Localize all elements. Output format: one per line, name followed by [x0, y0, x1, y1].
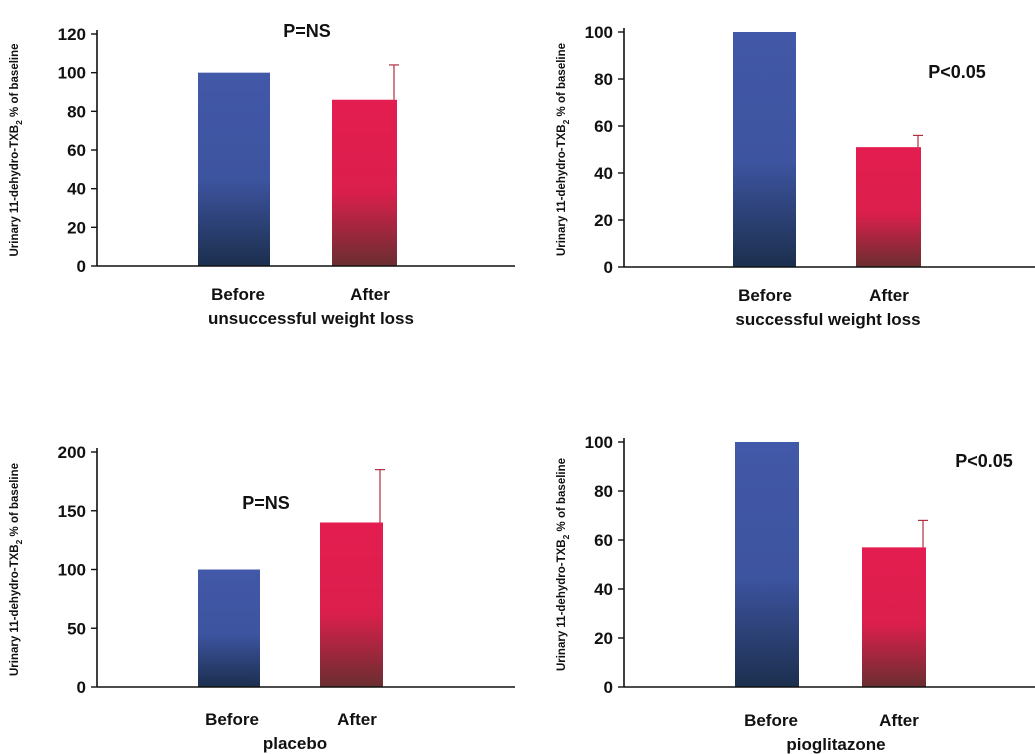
y-tick-label: 0: [77, 257, 86, 276]
y-tick-label: 150: [58, 502, 86, 521]
y-axis-label: Urinary 11-dehydro-TXB2 % of baseline: [556, 43, 571, 256]
group-label: placebo: [263, 734, 327, 753]
p-value-annotation: P=NS: [283, 21, 331, 41]
y-tick-label: 60: [594, 531, 613, 550]
y-tick-label: 60: [594, 117, 613, 136]
group-label: pioglitazone: [786, 735, 885, 754]
y-tick-label: 40: [67, 180, 86, 199]
category-label-before: Before: [211, 285, 265, 304]
category-label-after: After: [337, 710, 377, 729]
p-value-annotation: P=NS: [242, 493, 290, 513]
y-tick-label: 0: [77, 678, 86, 697]
y-tick-label: 60: [67, 141, 86, 160]
y-tick-label: 80: [594, 70, 613, 89]
bar-before: [198, 569, 260, 687]
category-label-after: After: [869, 286, 909, 305]
y-axis-label: Urinary 11-dehydro-TXB2 % of baseline: [9, 43, 24, 256]
y-tick-label: 20: [594, 211, 613, 230]
category-label-after: After: [350, 285, 390, 304]
chart-panel-2: 0 20 40 60 80 100 Urinary 11-dehydro-TXB2 % of…: [556, 23, 1035, 329]
bar-before: [198, 72, 270, 267]
y-tick-label: 100: [585, 433, 613, 452]
y-tick-label: 0: [604, 258, 613, 277]
p-value-annotation: P<0.05: [955, 451, 1013, 471]
y-axis-label: Urinary 11-dehydro-TXB2 % of baseline: [9, 463, 24, 676]
chart-panel-1: 0 20 40 60 80 100 120 Urinary 11-dehydro-TXB2 %…: [9, 21, 515, 328]
y-tick-label: 40: [594, 580, 613, 599]
y-tick-label: 40: [594, 164, 613, 183]
y-tick-label: 20: [594, 629, 613, 648]
p-value-annotation: P<0.05: [928, 62, 986, 82]
y-tick-label: 120: [58, 25, 86, 44]
bar-before: [733, 32, 796, 267]
y-tick-label: 20: [67, 218, 86, 237]
y-tick-label: 100: [58, 64, 86, 83]
y-tick-label: 100: [585, 23, 613, 42]
y-axis-label: Urinary 11-dehydro-TXB2 % of baseline: [556, 458, 571, 671]
bar-before: [735, 442, 799, 687]
category-label-after: After: [879, 711, 919, 730]
y-tick-label: 80: [594, 482, 613, 501]
chart-panel-4: 0 20 40 60 80 100 Urinary 11-dehydro-TXB2 % of…: [556, 433, 1035, 754]
bar-after: [320, 522, 383, 687]
y-tick-label: 0: [604, 678, 613, 697]
category-label-before: Before: [744, 711, 798, 730]
y-tick-label: 200: [58, 443, 86, 462]
y-tick-label: 80: [67, 102, 86, 121]
bar-after: [862, 547, 926, 687]
category-label-before: Before: [205, 710, 259, 729]
group-label: unsuccessful weight loss: [208, 309, 414, 328]
group-label: successful weight loss: [735, 310, 920, 329]
y-tick-label: 100: [58, 561, 86, 580]
y-tick-label: 50: [67, 619, 86, 638]
bar-after: [856, 147, 921, 267]
category-label-before: Before: [738, 286, 792, 305]
chart-panel-3: 0 50 100 150 200 Urinary 11-dehydro-TXB2 % of…: [9, 443, 515, 753]
bar-after: [332, 99, 397, 266]
